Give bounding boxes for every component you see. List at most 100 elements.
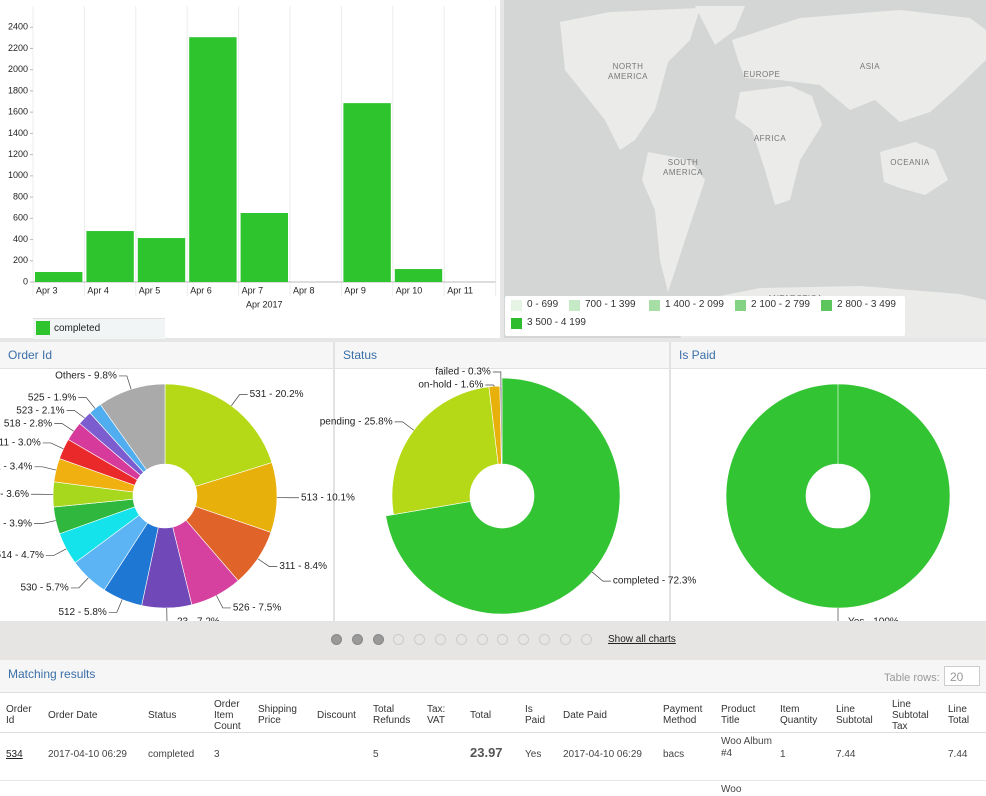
column-header[interactable]: Status <box>148 698 206 732</box>
carousel-dot[interactable] <box>455 634 467 645</box>
slice-label: 530 - 5.7% <box>20 583 68 594</box>
header-text: Total <box>470 709 492 721</box>
charts: 0 200 400 600 800 1000 1200 1400 1600 1800 2000 220… <box>0 0 986 621</box>
carousel-dot[interactable] <box>393 634 405 645</box>
map-label: NORTH AMERICA <box>608 62 648 81</box>
column-header[interactable]: Total <box>470 698 517 732</box>
bar <box>343 103 391 282</box>
slice-label: on-hold - 1.6% <box>418 380 483 391</box>
x-tick-label: Apr 8 <box>293 285 315 295</box>
y-tick-label: 2400 <box>8 22 28 32</box>
carousel-dot[interactable] <box>518 634 530 645</box>
slice-label: 532 - 3.4% <box>0 461 33 472</box>
column-header[interactable]: Item Quantity <box>780 698 828 732</box>
carousel-dot[interactable] <box>559 634 571 645</box>
panel-title: Is Paid <box>679 348 716 362</box>
column-header[interactable]: Product Title <box>721 698 772 732</box>
map-label: ASIA <box>859 62 881 71</box>
column-header[interactable]: Discount <box>317 698 365 732</box>
header-text: Status <box>148 709 177 721</box>
carousel-dot[interactable] <box>539 634 550 645</box>
x-tick-label: Apr 11 <box>447 285 473 295</box>
map-label: EUROPE <box>743 70 781 79</box>
x-tick-label: Apr 3 <box>36 285 58 295</box>
carousel-dot[interactable] <box>497 634 509 645</box>
slice-label: 512 - 5.8% <box>58 607 106 618</box>
legend-swatch <box>821 300 832 311</box>
pie-slice <box>164 383 273 487</box>
header-text: Payment Method <box>663 704 703 726</box>
slice-label: 520 - 3.9% <box>0 518 32 529</box>
carousel-dot[interactable] <box>414 634 426 645</box>
header-text: Product Title <box>721 704 756 726</box>
slice-label: 523 - 2.1% <box>16 405 64 416</box>
leader-line <box>485 384 495 387</box>
panel-title: Status <box>343 348 378 362</box>
carousel-dot[interactable] <box>331 634 342 645</box>
slice-label: Yes - 100% <box>848 617 899 621</box>
header-text: Line Subtotal <box>836 704 873 726</box>
slice-label: pending - 25.8% <box>320 417 393 428</box>
y-tick-label: 600 <box>13 213 28 223</box>
bar <box>240 213 288 282</box>
order-link[interactable]: 534 <box>6 749 23 760</box>
column-header[interactable]: Payment Method <box>663 698 713 732</box>
column-header[interactable]: Is Paid <box>525 698 555 732</box>
map-labels: NORTH AMERICA EUROPE ASIA AFRICA SOUTH AMERI… <box>0 0 986 340</box>
column-header[interactable]: Shipping Price <box>258 698 309 732</box>
leader-line <box>54 423 74 432</box>
header-text: Order Id <box>6 704 32 726</box>
cell: 1 <box>780 749 786 760</box>
row-border <box>0 732 986 733</box>
legend-swatch <box>511 300 522 311</box>
column-header[interactable]: Order Item Count <box>214 698 250 732</box>
column-header[interactable]: Date Paid <box>563 698 655 732</box>
slice-label: Others - 9.8% <box>55 371 117 382</box>
cell: completed <box>148 749 195 760</box>
leader-line <box>231 394 248 406</box>
y-tick-label: 400 <box>13 234 28 244</box>
carousel-dot[interactable] <box>351 634 363 645</box>
results-header: Matching results Table rows: 20 <box>0 660 986 693</box>
column-header[interactable]: Line Subtotal Tax <box>892 698 940 732</box>
carousel-dot[interactable] <box>580 634 592 645</box>
y-tick-label: 1200 <box>8 149 28 159</box>
rows-input[interactable]: 20 <box>944 666 980 686</box>
header-text: Is Paid <box>525 704 546 726</box>
slice-label: 514 - 4.7% <box>0 550 44 561</box>
column-header[interactable]: Tax: VAT <box>427 698 462 732</box>
legend-label: 700 - 1 399 <box>585 299 636 310</box>
y-tick-label: 2000 <box>8 64 28 74</box>
cell: 3 <box>214 749 220 760</box>
slice-label: 526 - 7.5% <box>233 603 281 614</box>
column-header[interactable]: Line Total <box>948 698 982 732</box>
bar-legend: completed <box>33 318 165 339</box>
pie-slice <box>99 383 166 471</box>
slice-label: 516 - 3.6% <box>0 489 29 500</box>
slice-label: completed - 72.3% <box>613 576 696 587</box>
cell: Yes <box>525 749 542 760</box>
cell: 7.44 <box>948 749 968 760</box>
divider <box>0 338 986 342</box>
show-all-link[interactable]: Show all charts <box>608 634 676 645</box>
header-text: Total Refunds <box>373 704 411 726</box>
column-header[interactable]: Order Id <box>6 698 40 732</box>
divider <box>500 0 504 340</box>
carousel-dot[interactable] <box>435 634 446 645</box>
bar <box>86 231 134 282</box>
x-tick-label: Apr 9 <box>344 285 366 295</box>
slice-label: 513 - 10.1% <box>301 492 355 503</box>
legend-swatch <box>511 318 522 329</box>
x-tick-label: Apr 5 <box>139 285 161 295</box>
carousel-dot[interactable] <box>372 634 384 645</box>
column-header[interactable]: Total Refunds <box>373 698 419 732</box>
column-header[interactable]: Order Date <box>48 698 140 732</box>
carousel-dot[interactable] <box>476 634 488 645</box>
pie-slice <box>385 377 621 615</box>
column-header[interactable]: Line Subtotal <box>836 698 884 732</box>
bar <box>35 272 83 282</box>
leader-line <box>118 375 132 390</box>
bar <box>394 269 443 282</box>
header-text: Discount <box>317 709 356 721</box>
rows-label: Table rows: <box>884 672 940 684</box>
